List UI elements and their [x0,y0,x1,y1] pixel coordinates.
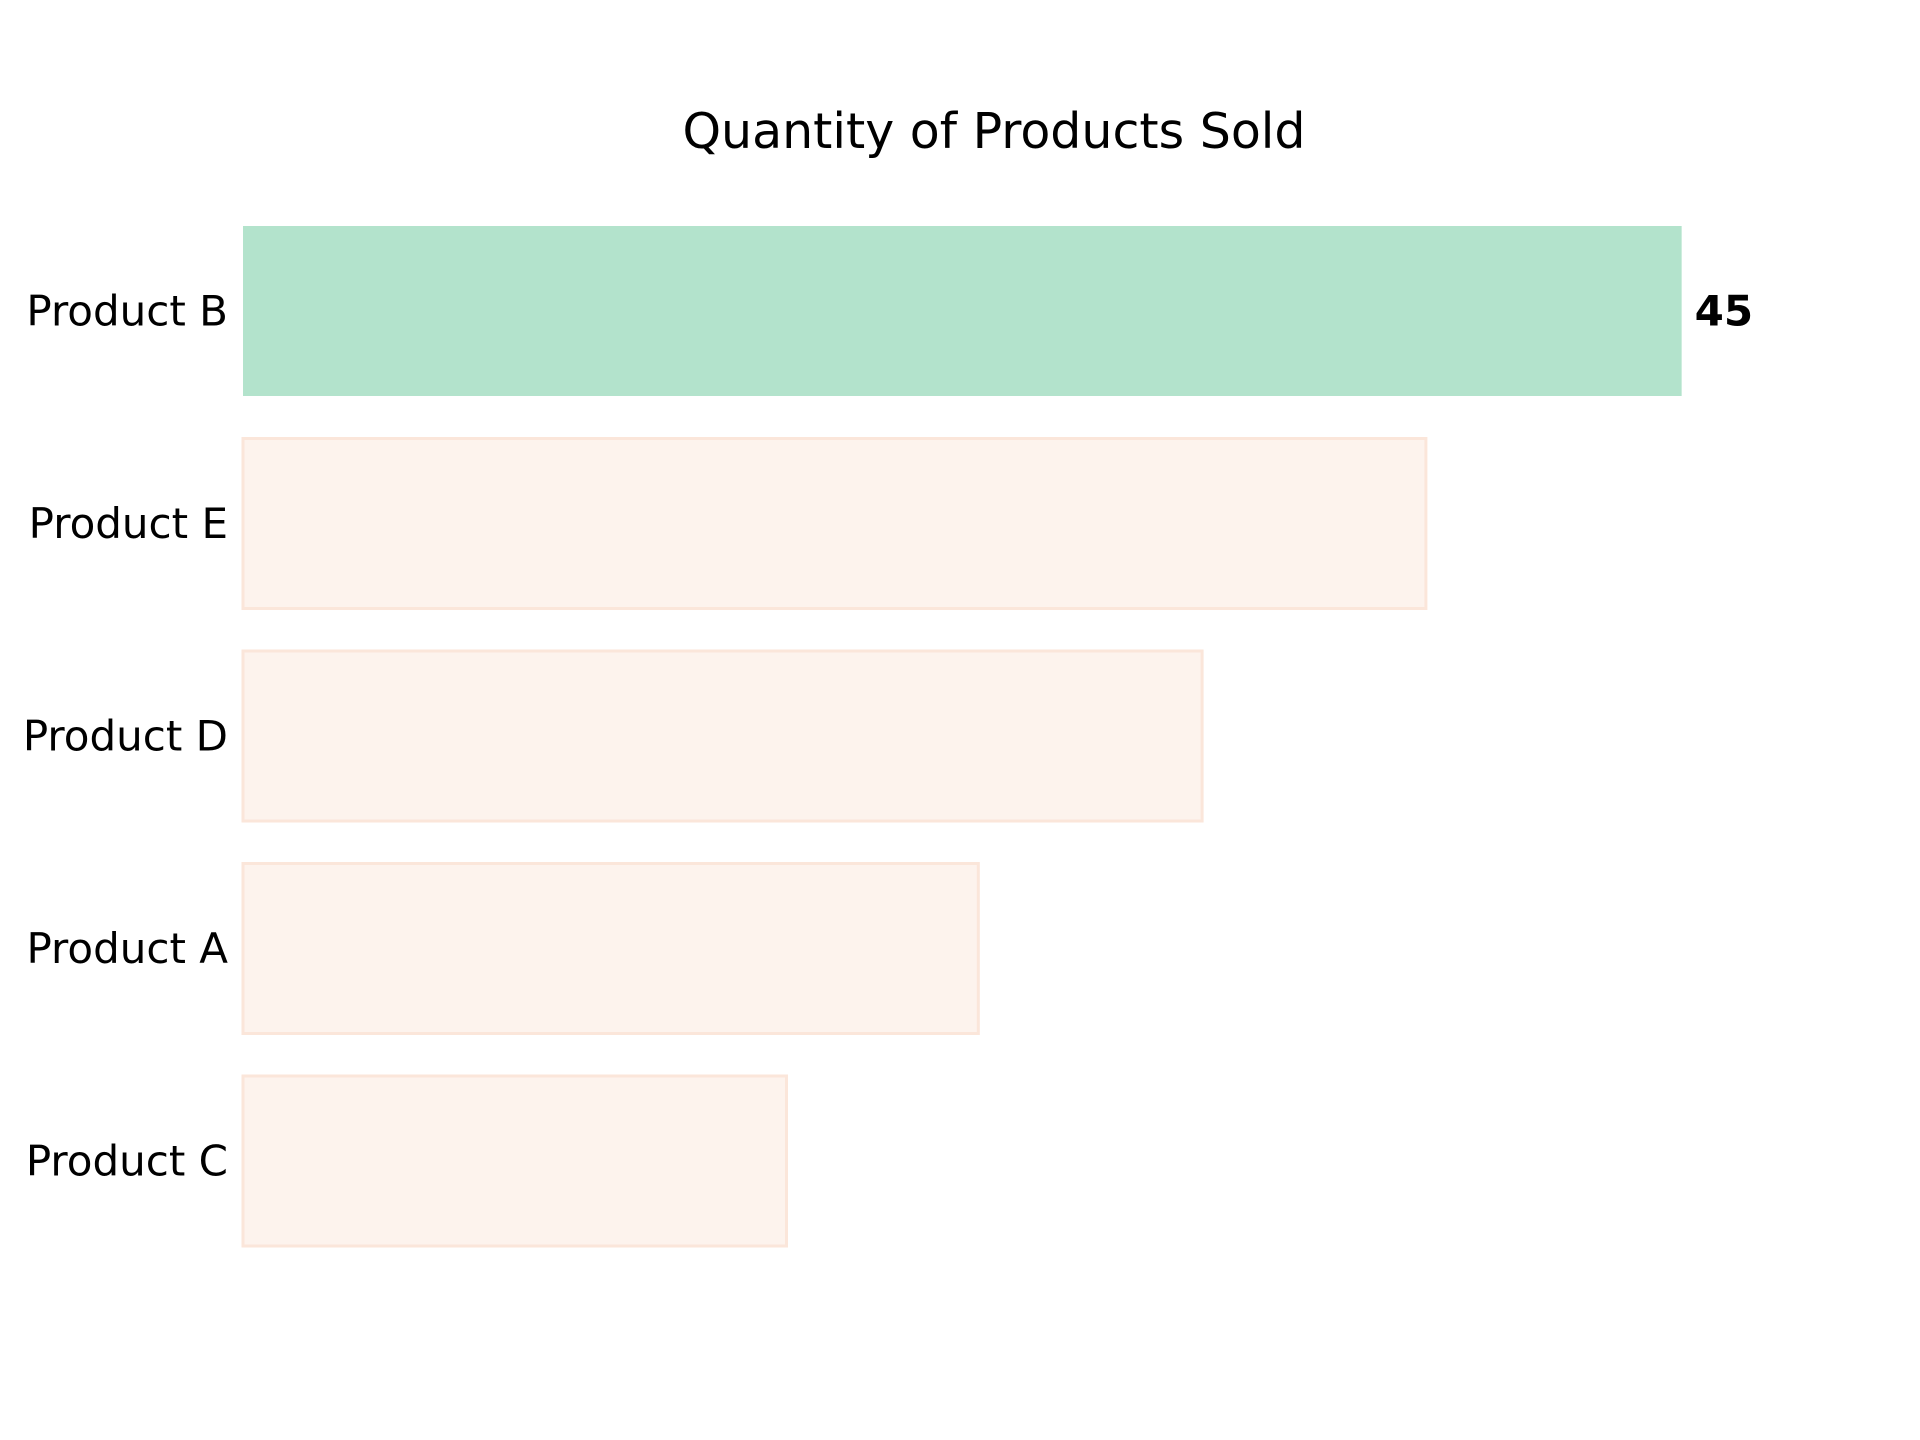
category-label-product-b: Product B [26,287,228,336]
bar-product-d [241,649,1204,823]
category-label-product-d: Product D [23,712,228,761]
category-label-product-a: Product A [26,924,228,973]
bar-product-b [243,226,1682,396]
chart-title: Quantity of Products Sold [682,103,1305,160]
bars-group [241,226,1682,1248]
data-labels-group: 45 [1695,287,1753,336]
bar-product-c [241,1074,788,1248]
data-label-product-b: 45 [1695,287,1753,336]
bar-product-e [241,437,1428,610]
bar-product-a [241,862,980,1035]
category-labels-group: Product B Product E Product D Product A Prod… [23,287,228,1186]
category-label-product-c: Product C [26,1137,228,1186]
category-label-product-e: Product E [29,499,228,548]
